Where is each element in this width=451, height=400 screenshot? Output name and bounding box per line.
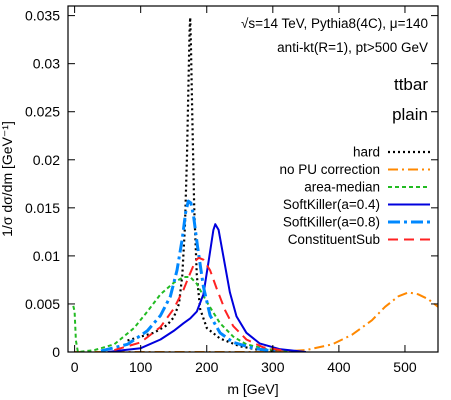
x-tick-label: 0 (71, 359, 79, 375)
annotation-jet: anti-kt(R=1), pt>500 GeV (277, 40, 428, 55)
x-axis-label: m [GeV] (227, 381, 278, 397)
legend-label-1: no PU correction (279, 162, 380, 177)
y-tick-label: 0.02 (33, 152, 60, 168)
x-tick-label: 300 (261, 359, 285, 375)
x-tick-label: 500 (393, 359, 417, 375)
legend-label-0: hard (353, 145, 380, 160)
plot-frame (67, 5, 439, 353)
series-curves (72, 16, 438, 352)
y-tick-label: 0.025 (25, 104, 60, 120)
legend-label-3: SoftKiller(a=0.4) (283, 197, 380, 212)
series-line-3 (107, 223, 307, 352)
legend-label-4: SoftKiller(a=0.8) (283, 215, 380, 230)
legend-label-2: area-median (304, 180, 380, 195)
y-tick-label: 0.015 (25, 200, 60, 216)
series-line-5 (114, 256, 287, 352)
x-tick-label: 100 (129, 359, 153, 375)
y-tick-label: 0 (52, 344, 60, 360)
series-line-4 (100, 199, 280, 352)
axis-ticks (68, 6, 438, 353)
tick-labels: 0 100 200 300 400 500 0 0.005 0.01 0.015 0.02 0.025… (25, 8, 417, 375)
annotation-energy: √s=14 TeV, Pythia8(4C), μ=140 (241, 16, 428, 31)
y-tick-label: 0.035 (25, 8, 60, 24)
y-tick-label: 0.005 (25, 296, 60, 312)
y-axis-label: 1/σ dσ/dm [GeV⁻¹] (0, 121, 15, 237)
annotation-mode: plain (392, 105, 428, 124)
series-line-2 (72, 276, 293, 352)
y-tick-label: 0.03 (33, 56, 60, 72)
x-tick-label: 400 (327, 359, 351, 375)
series-line-0 (127, 16, 287, 352)
legend-label-5: ConstituentSub (288, 232, 380, 247)
x-tick-label: 200 (195, 359, 219, 375)
legend: hard no PU correction area-median SoftKille… (279, 145, 430, 247)
annotation-sample: ttbar (394, 75, 428, 94)
y-tick-label: 0.01 (33, 248, 60, 264)
